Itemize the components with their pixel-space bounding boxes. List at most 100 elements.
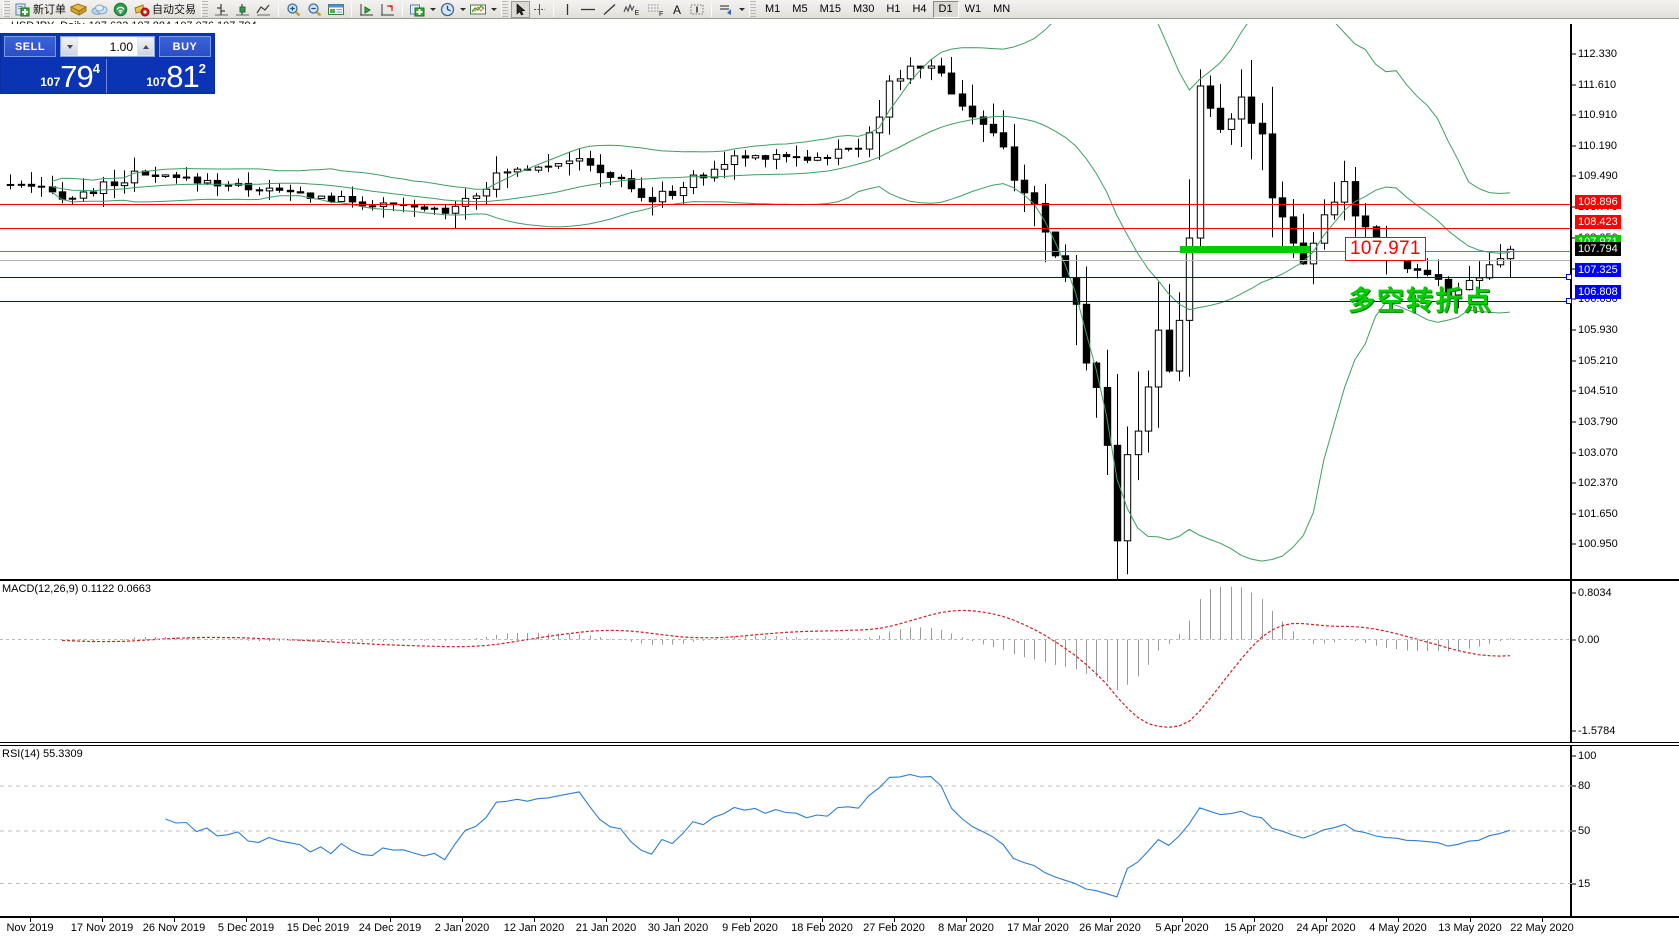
- support-handle-106808[interactable]: [1566, 298, 1572, 304]
- vertical-line-icon[interactable]: [558, 1, 577, 18]
- rsi-pane[interactable]: RSI(14) 55.3309 100 80 50 15: [0, 745, 1679, 917]
- toolbar-grip-3[interactable]: [501, 1, 508, 17]
- sell-button[interactable]: SELL: [4, 36, 56, 57]
- data-window-icon[interactable]: [325, 1, 347, 18]
- horizontal-line-icon[interactable]: [577, 1, 599, 18]
- price-tick-mark: [1572, 482, 1576, 484]
- period-icon[interactable]: [437, 1, 458, 18]
- zoom-in-icon[interactable]: [283, 1, 304, 18]
- support-line-107325[interactable]: [0, 277, 1570, 278]
- date-tick-mark: [246, 918, 247, 922]
- volume-increase-icon[interactable]: [137, 37, 154, 56]
- toolbar-grip[interactable]: [3, 1, 10, 17]
- support-handle-107325[interactable]: [1566, 274, 1572, 280]
- price-level-label-resistance[interactable]: 108.896: [1575, 194, 1621, 209]
- cursor-icon[interactable]: [511, 0, 530, 18]
- new-order-icon[interactable]: [13, 1, 33, 18]
- one-click-trading-panel[interactable]: SELL 1.00 BUY 107 79 4 107 81 2: [0, 33, 215, 94]
- elliott-wave-icon[interactable]: E: [620, 1, 644, 18]
- fibonacci-icon[interactable]: F: [644, 1, 668, 18]
- indicators-icon[interactable]: [407, 1, 428, 18]
- price-callout-tag[interactable]: 107.971: [1345, 237, 1426, 261]
- shapes-dropdown-arrow[interactable]: [737, 1, 746, 17]
- timeframe-h4[interactable]: H4: [912, 3, 927, 15]
- sell-price-display[interactable]: 107 79 4: [1, 59, 106, 93]
- toolbar-grip-4[interactable]: [749, 1, 756, 17]
- rsi-plot-area[interactable]: [0, 746, 1572, 916]
- period-dropdown-arrow[interactable]: [458, 1, 467, 17]
- date-tick-label: 12 Jan 2020: [503, 922, 565, 934]
- rsi-series: [0, 773, 1572, 898]
- trendline-icon[interactable]: [599, 1, 620, 18]
- macd-title: MACD(12,26,9) 0.1122 0.0663: [2, 583, 151, 595]
- volume-decrease-icon[interactable]: [61, 37, 78, 56]
- date-tick-mark: [1038, 918, 1039, 922]
- auto-scroll-icon[interactable]: [356, 1, 377, 18]
- price-axis[interactable]: 112.330111.610110.910110.190109.490108.7…: [1572, 24, 1679, 579]
- date-tick-label: 30 Jan 2020: [647, 922, 709, 934]
- timeframe-w1[interactable]: W1: [964, 3, 982, 15]
- label-icon[interactable]: [687, 1, 707, 18]
- support-line-106808[interactable]: [0, 301, 1570, 302]
- price-level-label-support[interactable]: 106.808: [1575, 284, 1621, 299]
- price-tick-label: 102.370: [1578, 476, 1618, 489]
- price-tick-label: 109.490: [1578, 170, 1618, 183]
- macd-axis[interactable]: 0.8034 0.00 -1.5784: [1572, 581, 1679, 742]
- sell-price-major: 79: [60, 59, 93, 94]
- date-tick-mark: [822, 918, 823, 922]
- buy-price-display[interactable]: 107 81 2: [107, 59, 214, 93]
- volume-stepper[interactable]: 1.00: [60, 36, 155, 57]
- timeframe-m30[interactable]: M30: [852, 3, 875, 15]
- line-chart-icon[interactable]: [253, 1, 274, 18]
- indicators-dropdown-arrow[interactable]: [428, 1, 437, 17]
- price-chart-pane[interactable]: 107.971 多空转折点 112.330 111.610 110.910 110.1…: [0, 24, 1679, 580]
- timeframe-m1[interactable]: M1: [765, 3, 781, 15]
- svg-text:A: A: [673, 3, 681, 17]
- zoom-out-icon[interactable]: [304, 1, 325, 18]
- timeframe-d1[interactable]: D1: [932, 0, 959, 18]
- date-tick-label: 15 Apr 2020: [1224, 922, 1284, 934]
- volume-input[interactable]: 1.00: [78, 37, 137, 56]
- turning-point-annotation[interactable]: 多空转折点: [1348, 286, 1493, 317]
- auto-trading-label[interactable]: 自动交易: [152, 3, 196, 16]
- date-tick-label: 21 Jan 2020: [575, 922, 637, 934]
- macd-pane[interactable]: MACD(12,26,9) 0.1122 0.0663 0.8034 0.00 -1…: [0, 580, 1679, 743]
- timeframe-m15[interactable]: M15: [819, 3, 841, 15]
- resistance-line-108423[interactable]: [0, 228, 1570, 229]
- current-price-line-107794[interactable]: [0, 260, 1570, 261]
- buy-button[interactable]: BUY: [159, 36, 211, 57]
- timeframe-h1[interactable]: H1: [886, 3, 901, 15]
- new-order-label[interactable]: 新订单: [33, 3, 66, 16]
- price-plot-area[interactable]: 107.971 多空转折点: [0, 24, 1572, 579]
- candlestick-chart-icon[interactable]: [232, 1, 253, 18]
- signal-icon[interactable]: [110, 1, 131, 18]
- pivot-line-107971[interactable]: [0, 251, 1570, 252]
- book-icon[interactable]: [68, 1, 89, 18]
- date-tick-mark: [1542, 918, 1543, 922]
- shapes-icon[interactable]: [716, 1, 737, 18]
- rsi-tick-label: 100: [1578, 750, 1597, 762]
- chart-shift-icon[interactable]: [377, 1, 398, 18]
- toolbar-grip-2[interactable]: [201, 1, 208, 17]
- svg-text:F: F: [659, 11, 663, 17]
- resistance-line-108896[interactable]: [0, 204, 1570, 205]
- templates-dropdown-arrow[interactable]: [489, 1, 498, 17]
- date-tick-label: 17 Nov 2019: [70, 922, 134, 934]
- templates-icon[interactable]: [467, 1, 489, 18]
- date-axis[interactable]: Nov 2019 17 Nov 2019 26 Nov 2019 5 Dec 2019…: [0, 917, 1679, 939]
- text-icon[interactable]: A: [668, 1, 687, 18]
- macd-plot-area[interactable]: [0, 581, 1572, 742]
- crosshair-icon[interactable]: [530, 1, 549, 18]
- price-level-label-resistance[interactable]: 108.423: [1575, 215, 1621, 230]
- timeframe-mn[interactable]: MN: [993, 3, 1011, 15]
- rsi-tick-mark: [1572, 785, 1576, 787]
- price-level-label-support[interactable]: 107.325: [1575, 262, 1621, 277]
- rsi-axis[interactable]: 100 80 50 15: [1572, 746, 1679, 916]
- timeframe-m5[interactable]: M5: [792, 3, 808, 15]
- cloud-icon[interactable]: [89, 1, 110, 18]
- date-tick-mark: [534, 918, 535, 922]
- alert-icon[interactable]: [131, 1, 152, 18]
- bar-chart-icon[interactable]: [211, 1, 232, 18]
- price-tick-mark: [1572, 175, 1576, 177]
- price-level-label-current-price[interactable]: 107.794: [1575, 242, 1621, 257]
